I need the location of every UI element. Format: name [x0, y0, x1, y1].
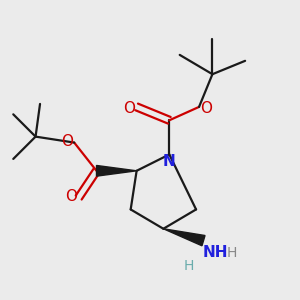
Text: H: H — [184, 259, 194, 273]
Text: O: O — [123, 101, 135, 116]
Polygon shape — [164, 229, 205, 246]
Text: NH: NH — [202, 245, 228, 260]
Text: N: N — [163, 154, 176, 169]
Polygon shape — [97, 166, 136, 176]
Text: O: O — [65, 189, 77, 204]
Text: H: H — [226, 245, 237, 260]
Text: O: O — [200, 101, 212, 116]
Text: O: O — [61, 134, 73, 148]
